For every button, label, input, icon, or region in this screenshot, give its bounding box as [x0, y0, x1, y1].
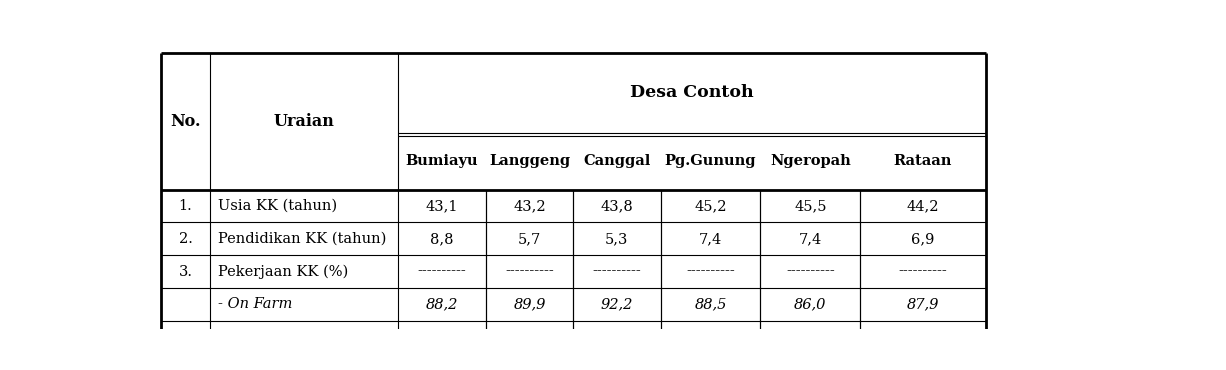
- Text: Canggal: Canggal: [584, 154, 651, 168]
- Text: Langgeng: Langgeng: [489, 154, 570, 168]
- Text: ----------: ----------: [786, 265, 835, 279]
- Text: - Off Farm: - Off Farm: [218, 330, 293, 344]
- Text: 1.: 1.: [179, 199, 192, 213]
- Text: 89,9: 89,9: [514, 297, 546, 312]
- Text: -: -: [707, 330, 714, 344]
- Text: Rataan: Rataan: [894, 154, 953, 168]
- Text: 3.: 3.: [179, 265, 192, 279]
- Text: Pendidikan KK (tahun): Pendidikan KK (tahun): [218, 232, 386, 246]
- Text: 43,2: 43,2: [514, 199, 546, 213]
- Text: 3,3: 3,3: [798, 330, 821, 344]
- Text: 3,5: 3,5: [430, 330, 454, 344]
- Text: ----------: ----------: [687, 265, 734, 279]
- Text: 92,2: 92,2: [601, 297, 633, 312]
- Text: 88,2: 88,2: [425, 297, 459, 312]
- Text: 45,2: 45,2: [694, 199, 727, 213]
- Text: 2,0: 2,0: [911, 330, 934, 344]
- Text: -: -: [527, 330, 532, 344]
- Text: 5,9: 5,9: [517, 363, 541, 370]
- Text: 6,9: 6,9: [911, 232, 934, 246]
- Text: Usia KK (tahun): Usia KK (tahun): [218, 199, 337, 213]
- Text: ----------: ----------: [418, 265, 466, 279]
- Text: ----------: ----------: [592, 265, 641, 279]
- Text: - Non Farm: - Non Farm: [218, 363, 302, 370]
- Text: Pekerjaan KK (%): Pekerjaan KK (%): [218, 265, 348, 279]
- Text: ----------: ----------: [505, 265, 554, 279]
- Text: No.: No.: [170, 113, 201, 130]
- Text: 43,1: 43,1: [425, 199, 459, 213]
- Text: 88,5: 88,5: [694, 297, 727, 312]
- Text: 8,3: 8,3: [430, 363, 454, 370]
- Text: 87,9: 87,9: [907, 297, 939, 312]
- Text: 7,4: 7,4: [798, 232, 821, 246]
- Text: Bumiayu: Bumiayu: [406, 154, 478, 168]
- Text: - On Farm: - On Farm: [218, 297, 292, 312]
- Text: 3,3: 3,3: [606, 330, 629, 344]
- Text: Pg.Gunung: Pg.Gunung: [664, 154, 756, 168]
- Text: 7,2: 7,2: [798, 363, 821, 370]
- Text: 45,5: 45,5: [794, 199, 826, 213]
- Text: ----------: ----------: [899, 265, 948, 279]
- Text: Ngeropah: Ngeropah: [770, 154, 851, 168]
- Text: 6,2: 6,2: [911, 363, 934, 370]
- Text: Desa Contoh: Desa Contoh: [630, 84, 754, 101]
- Text: 2.: 2.: [179, 232, 192, 246]
- Text: 86,0: 86,0: [794, 297, 826, 312]
- Text: Uraian: Uraian: [273, 113, 335, 130]
- Text: 7,7: 7,7: [699, 363, 722, 370]
- Text: -: -: [614, 363, 619, 370]
- Text: 8,8: 8,8: [430, 232, 454, 246]
- Text: 44,2: 44,2: [906, 199, 939, 213]
- Text: 7,4: 7,4: [699, 232, 722, 246]
- Text: 43,8: 43,8: [601, 199, 634, 213]
- Text: 5,3: 5,3: [606, 232, 629, 246]
- Text: 5,7: 5,7: [517, 232, 541, 246]
